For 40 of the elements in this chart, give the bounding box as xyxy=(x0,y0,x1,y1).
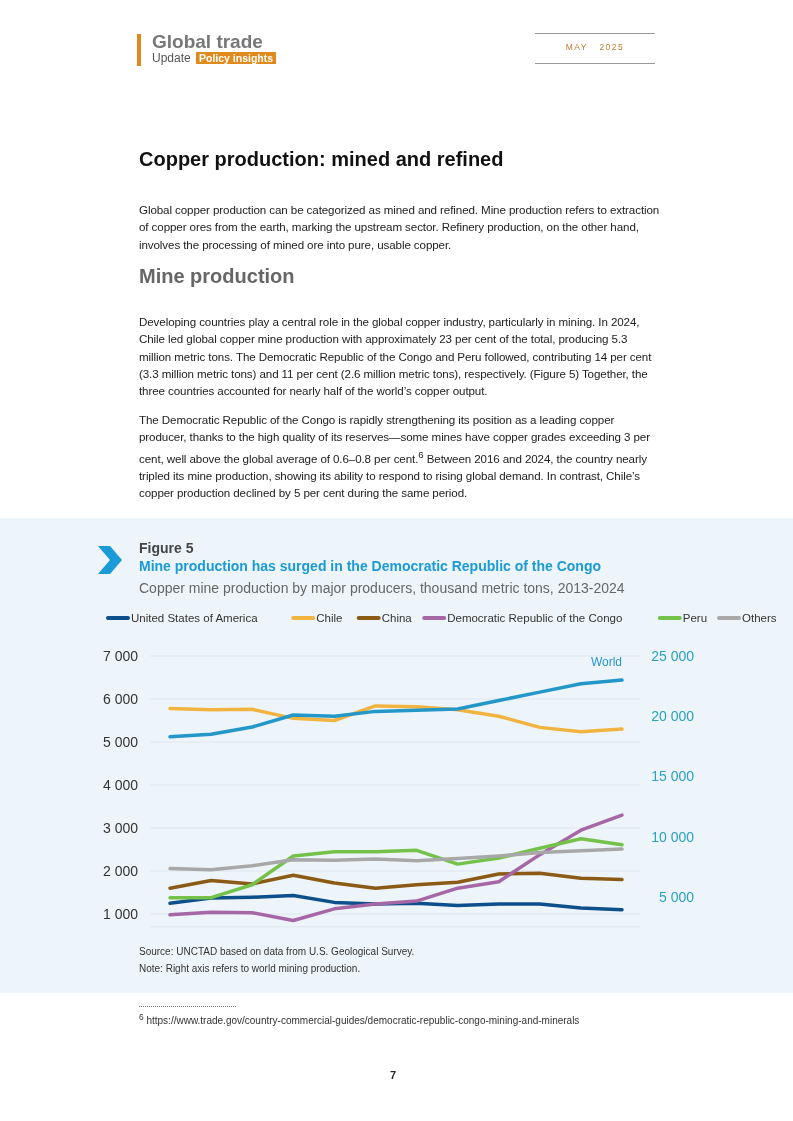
y-tick-label: 2 000 xyxy=(102,863,139,879)
y-tick-label: 4 000 xyxy=(102,777,139,793)
text: $^{6}$ https://www.trade.gov/country-commercial-guides/democratic-republic-congo-mining-and-minerals xyxy=(139,1012,580,1027)
caption: Figure 5 xyxy=(139,540,194,556)
line-series xyxy=(168,847,624,872)
text: Global trade xyxy=(152,31,263,53)
y2-tick-label: 10 000 xyxy=(651,828,695,845)
legend-label: Chile xyxy=(316,612,343,624)
y-tick-label: 3 000 xyxy=(102,820,139,836)
text: The Democratic Republic of the Congo is rapidly strengthening its position as a leading copper producer, thanks to the high quality of its reserves—some mines have copper grades exceeding 3 per cent, well above the global average of 0.6–0.8 per cent.$^{6}$ Between 2016 and 2024, the country nearly tripled its mine production, showing its ability to respond to rising global demand. In contrast, Chile’s copper production declined by 5 per cent during the same period. xyxy=(139,412,651,502)
line-series xyxy=(168,837,624,900)
y2-tick-label: 5 000 xyxy=(658,888,695,905)
y-tick-label: 5 000 xyxy=(102,734,139,750)
y2-tick-label: 20 000 xyxy=(651,708,695,725)
series-label: World xyxy=(590,655,622,670)
text: Copper production: mined and refined xyxy=(139,148,504,171)
line-series xyxy=(168,678,624,739)
legend-label: China xyxy=(381,612,413,624)
legend-label: Others xyxy=(742,612,777,624)
legend-label: Peru xyxy=(682,612,708,624)
y2-tick-label: 25 000 xyxy=(651,648,695,664)
text: Mine production xyxy=(139,265,295,288)
legend-label: United States of America xyxy=(131,612,259,624)
text: MAY 2025 xyxy=(564,42,626,52)
line-series xyxy=(168,871,624,890)
y-tick-label: 7 000 xyxy=(102,648,139,664)
text: 7 xyxy=(390,1069,397,1081)
text: Update xyxy=(152,51,191,65)
chart-subtitle: Copper mine production by major producers, thousand metric tons, 2013-2024 xyxy=(139,580,625,596)
legend-label: Democratic Republic of the Congo xyxy=(447,612,623,624)
text: Global copper production can be categorized as mined and refined. Mine production refers to extraction of copper ores from the earth, marking the upstream sector. Refinery production, on the other hand, involves the processing of mined ore into pure, usable copper. xyxy=(139,202,661,253)
y-tick-label: 1 000 xyxy=(102,906,139,922)
text: Developing countries play a central role in the global copper industry, particularly in mining. In 2024, Chile led global copper mine production with approximately 23 per cent of the total, producing 5.3 million metric tons. The Democratic Republic of the Congo and Peru followed, contributing 14 per cent (3.3 million metric tons) and 11 per cent (2.6 million metric tons), respectively. (Figure 5) Together, the three countries accounted for nearly half of the world’s copper output. xyxy=(139,314,653,400)
text: Note: Right axis refers to world mining production. xyxy=(139,963,361,974)
chart-title: Mine production has surged in the Democratic Republic of the Congo xyxy=(139,558,602,574)
y-tick-label: 6 000 xyxy=(102,691,139,707)
line-series xyxy=(168,813,624,923)
source-note: Source: UNCTAD based on data from U.S. Geological Survey. xyxy=(139,946,415,957)
y2-tick-label: 15 000 xyxy=(651,768,695,785)
text: Policy insights xyxy=(196,52,277,64)
